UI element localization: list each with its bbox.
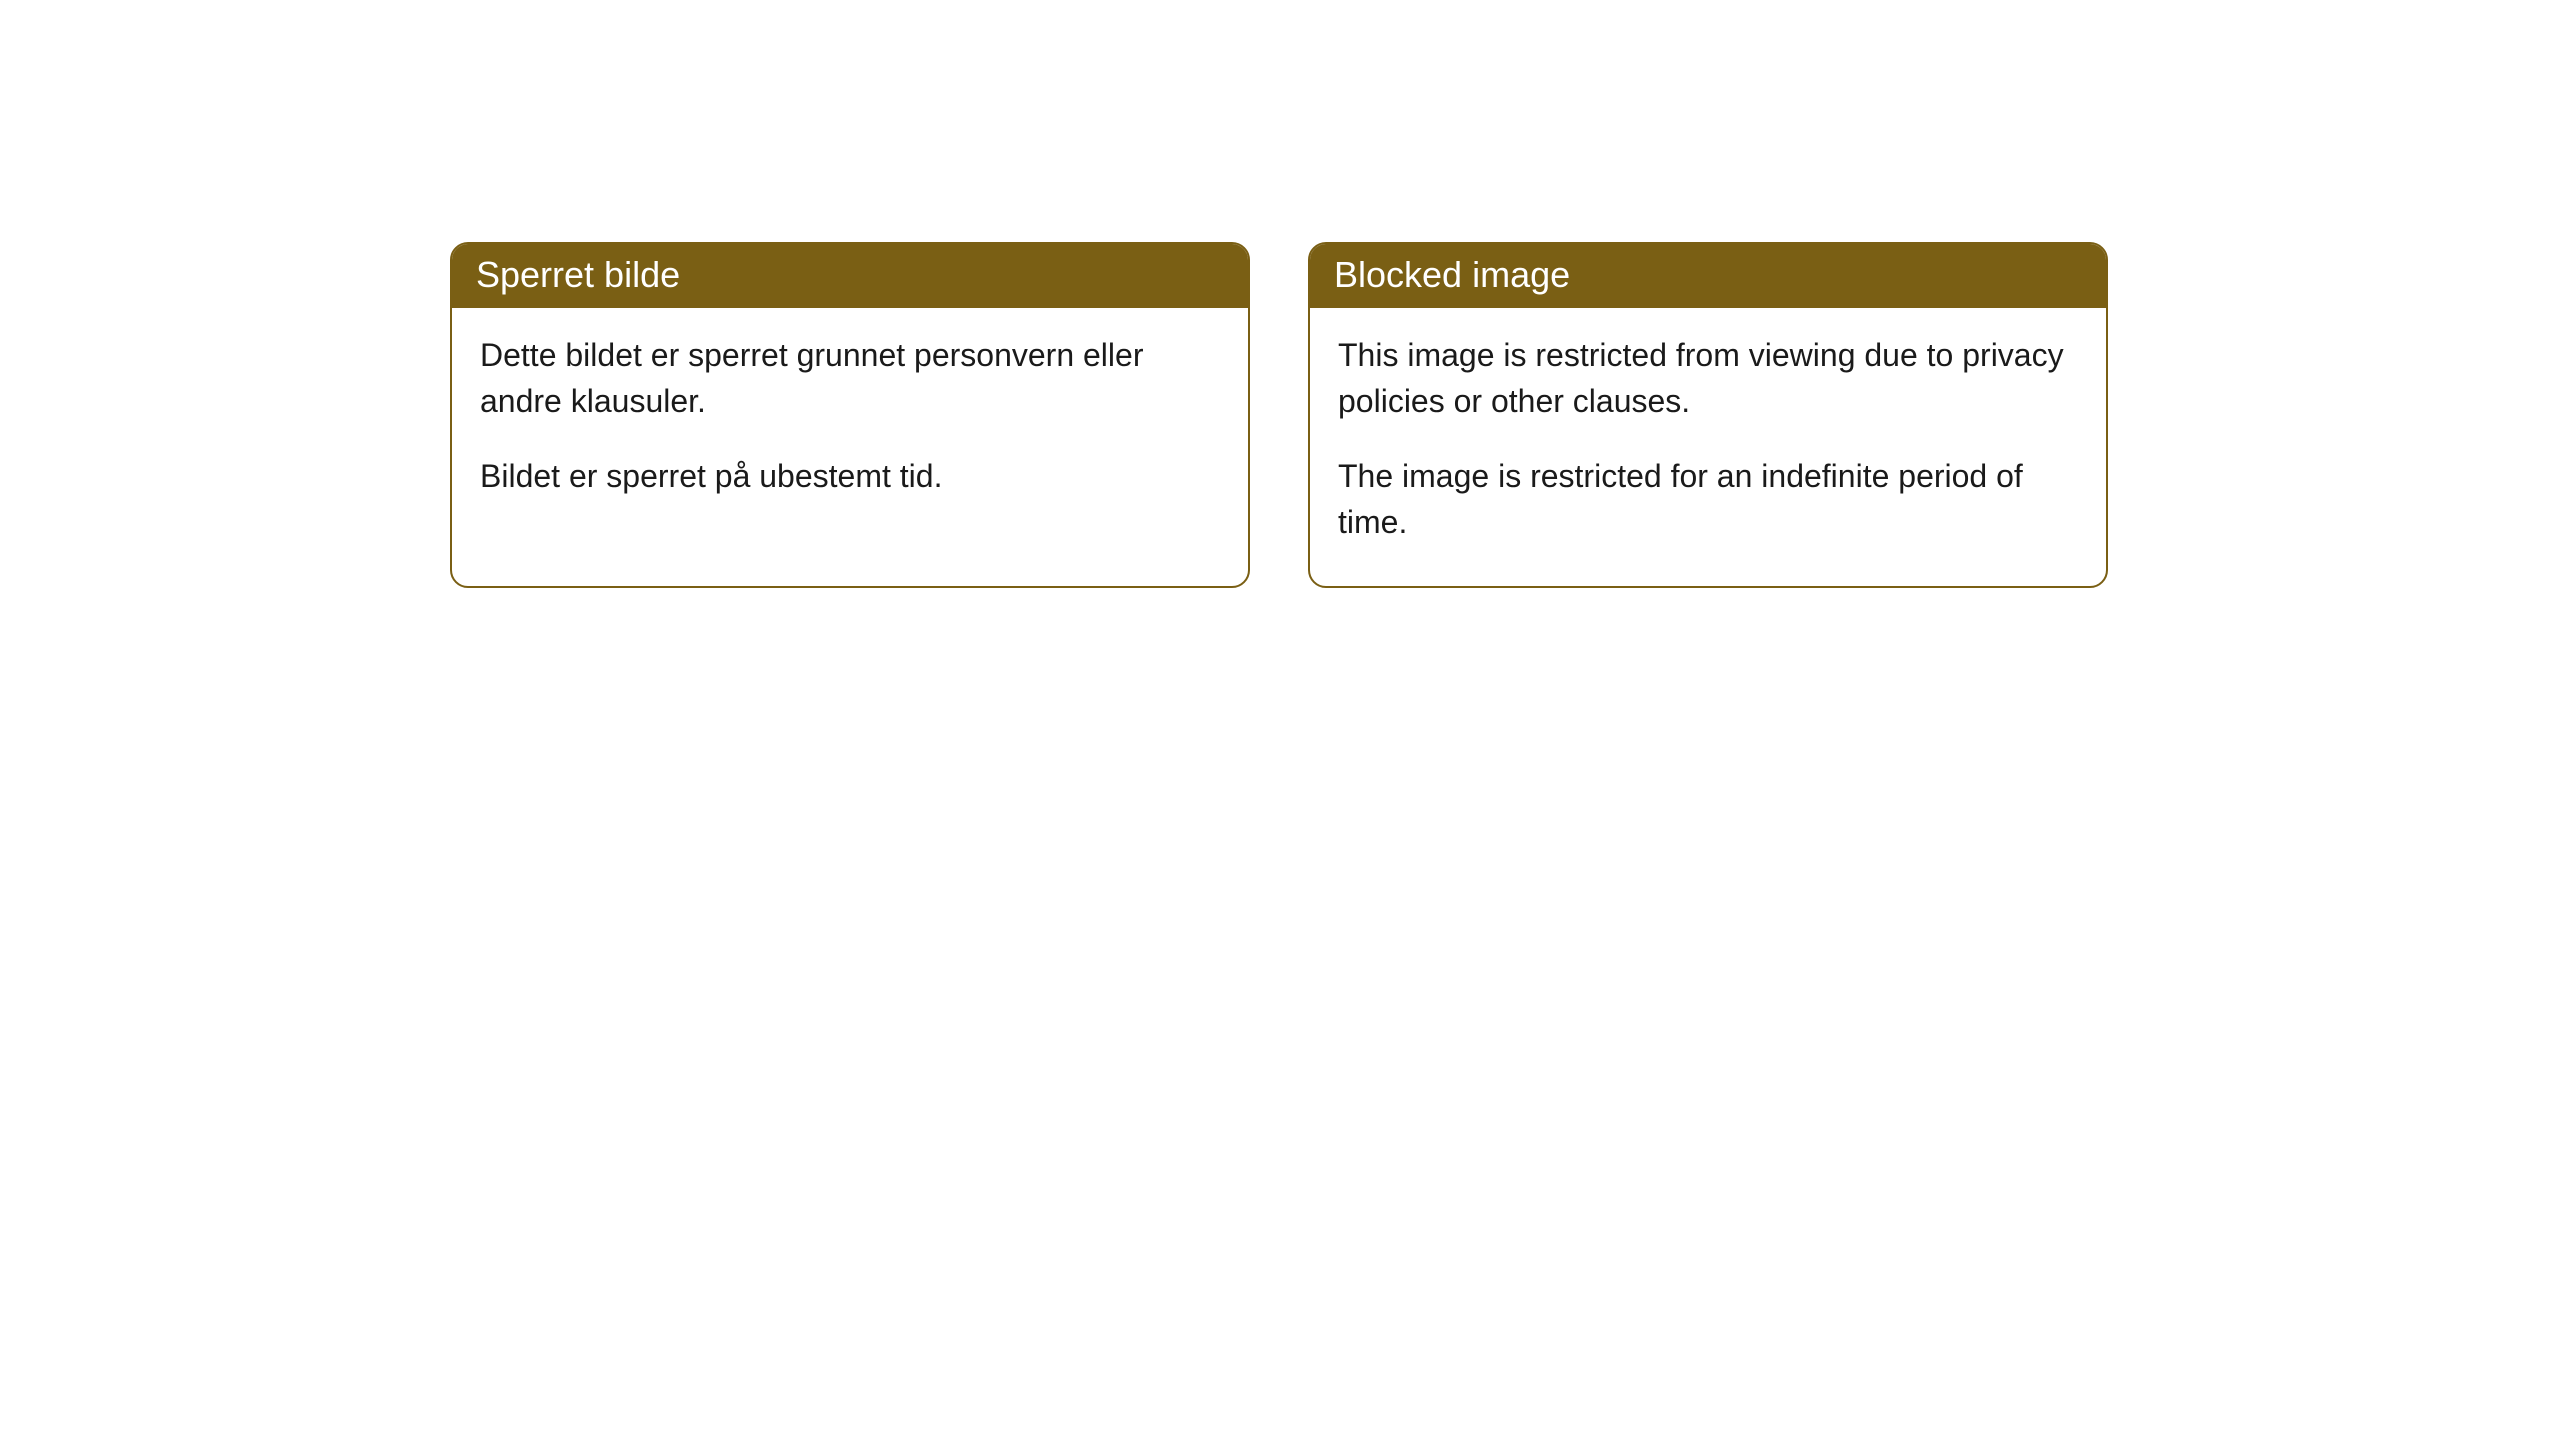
card-text-line2: The image is restricted for an indefinit… [1338,453,2078,546]
card-body: This image is restricted from viewing du… [1310,308,2106,586]
card-body: Dette bildet er sperret grunnet personve… [452,308,1248,539]
notice-card-norwegian: Sperret bilde Dette bildet er sperret gr… [450,242,1250,588]
card-header: Blocked image [1310,244,2106,308]
notice-container: Sperret bilde Dette bildet er sperret gr… [450,242,2108,588]
notice-card-english: Blocked image This image is restricted f… [1308,242,2108,588]
card-header: Sperret bilde [452,244,1248,308]
card-text-line2: Bildet er sperret på ubestemt tid. [480,453,1220,499]
card-title: Blocked image [1334,254,1570,295]
card-title: Sperret bilde [476,254,680,295]
card-text-line1: Dette bildet er sperret grunnet personve… [480,332,1220,425]
card-text-line1: This image is restricted from viewing du… [1338,332,2078,425]
